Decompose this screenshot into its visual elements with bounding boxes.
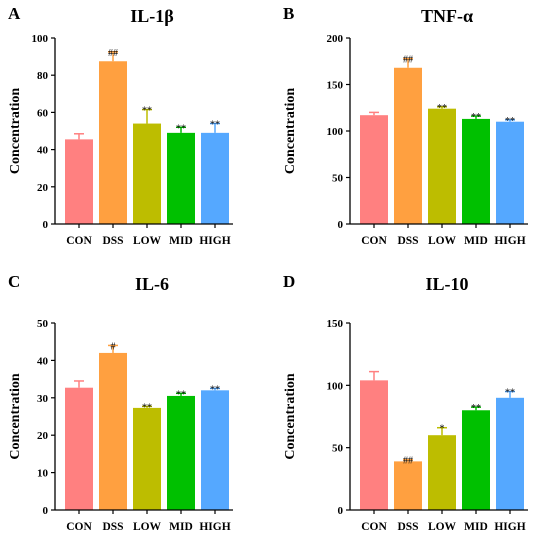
y-tick-label: 0 [43,219,49,231]
y-tick-label: 10 [37,468,49,480]
y-tick-label: 0 [338,505,344,517]
bar-mid [462,118,490,224]
significance-label: # [111,341,116,352]
chart-title: IL-1β [130,6,174,26]
bar-con [65,139,93,224]
x-tick-label: LOW [133,235,162,247]
significance-label: ** [176,123,186,134]
x-tick-label: LOW [428,235,457,247]
x-tick-label: DSS [102,235,123,247]
bar-dss [99,61,127,224]
bar-con [360,380,388,510]
y-tick-label: 0 [43,505,49,517]
bar-mid [462,410,490,510]
significance-label: ** [437,103,447,114]
x-tick-label: CON [361,235,387,247]
significance-label: ** [505,388,515,399]
y-tick-label: 50 [332,173,344,185]
bar-con [65,387,93,510]
bar-high [496,397,524,510]
y-tick-label: 20 [37,182,49,194]
y-tick-label: 20 [37,430,49,442]
y-tick-label: 40 [37,145,49,157]
chart-title: IL-10 [425,274,468,294]
significance-label: ## [403,456,413,467]
bar-low [428,108,456,224]
x-tick-label: MID [464,235,488,247]
significance-label: * [440,424,445,435]
bar-con [360,115,388,224]
significance-label: ** [142,402,152,413]
x-tick-label: DSS [102,521,123,533]
significance-label: ** [176,389,186,400]
bar-high [201,390,229,510]
significance-label: ** [142,106,152,117]
x-tick-label: HIGH [494,521,525,533]
x-tick-label: CON [361,521,387,533]
y-tick-label: 100 [32,33,49,45]
significance-label: ## [403,54,413,65]
y-tick-label: 50 [332,443,344,455]
y-tick-label: 150 [327,80,344,92]
bar-high [201,132,229,224]
y-axis-label: Concentration [283,88,298,175]
y-tick-label: 50 [37,318,49,330]
x-tick-label: MID [169,235,193,247]
x-tick-label: LOW [428,521,457,533]
bar-mid [167,132,195,224]
x-tick-label: DSS [397,521,418,533]
bar-low [133,407,161,510]
y-tick-label: 0 [338,219,344,231]
x-tick-label: LOW [133,521,162,533]
x-tick-label: CON [66,235,92,247]
significance-label: ** [471,112,481,123]
significance-label: ** [471,403,481,414]
y-tick-label: 100 [327,380,344,392]
significance-label: ## [108,48,118,59]
y-tick-label: 30 [37,393,49,405]
y-tick-label: 100 [327,126,344,138]
y-tick-label: 150 [327,318,344,330]
x-tick-label: HIGH [199,521,230,533]
chart-panel-d: D IL-10 Concentration CON ## DSS * LOW ** MID ** HI… [283,272,528,533]
panel-letter: D [283,272,295,291]
bar-high [496,121,524,224]
x-tick-label: HIGH [199,235,230,247]
x-tick-label: CON [66,521,92,533]
significance-label: ** [210,384,220,395]
chart-title: TNF-α [421,6,473,26]
x-tick-label: HIGH [494,235,525,247]
bar-mid [167,395,195,510]
bar-low [133,123,161,224]
chart-panel-b: B TNF-α Concentration CON ## DSS ** LOW ** MID ** H… [283,4,528,247]
y-axis-label: Concentration [8,373,23,460]
y-tick-label: 200 [327,33,344,45]
significance-label: ** [505,116,515,127]
x-tick-label: MID [464,521,488,533]
y-axis-label: Concentration [8,88,23,175]
y-tick-label: 80 [37,70,49,82]
bar-low [428,435,456,510]
panel-letter: C [8,272,20,291]
x-tick-label: DSS [397,235,418,247]
bar-dss [99,352,127,510]
bar-dss [394,461,422,510]
panel-letter: A [8,4,21,23]
y-tick-label: 40 [37,355,49,367]
x-tick-label: MID [169,521,193,533]
y-tick-label: 60 [37,107,49,119]
panel-letter: B [283,4,294,23]
y-axis-label: Concentration [283,373,298,460]
bar-dss [394,67,422,224]
chart-panel-a: A IL-1β Concentration CON ## DSS ** LOW ** MID ** H… [8,4,233,247]
chart-panel-c: C IL-6 Concentration CON # DSS ** LOW ** MID ** HIG… [8,272,233,533]
significance-label: ** [210,120,220,131]
chart-title: IL-6 [135,274,169,294]
